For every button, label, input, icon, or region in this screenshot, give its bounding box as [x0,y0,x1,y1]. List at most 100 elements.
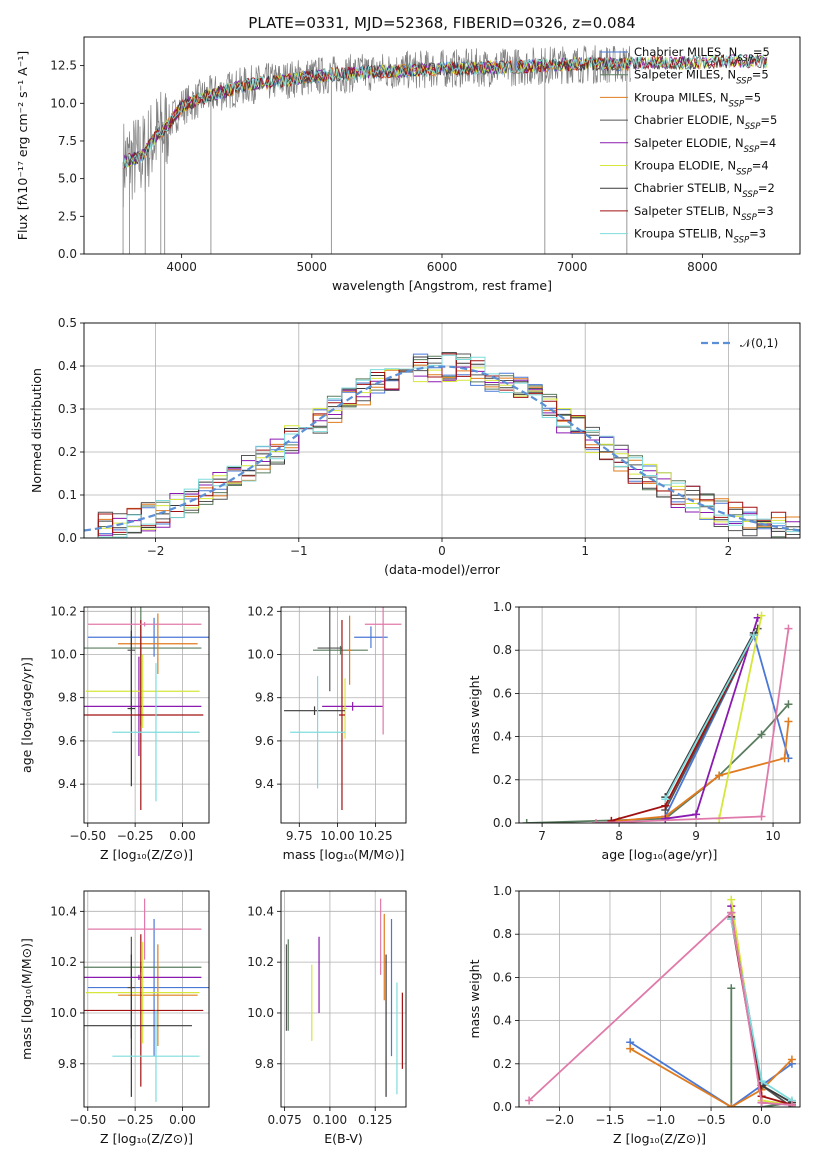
y-tick-label: 10.2 [247,955,274,969]
y-tick-label: 10.0 [50,96,77,110]
legend-entry: Kroupa STELIB, NSSP=3 [634,227,766,246]
chart-title: PLATE=0331, MJD=52368, FIBERID=0326, z=0… [248,14,635,32]
axes-frame [280,890,407,1108]
weight-marker [757,611,766,620]
axes-mass-vs-ebv: 0.075 0.100 0.125 9.8 10.0 10.2 10.4 E(B-V) [247,890,407,1146]
weight-marker [727,908,736,917]
x-tick-label: 10.25 [358,829,392,843]
axes-frame [83,322,801,539]
x-axis-label: age [log₁₀(age/yr)] [602,847,718,862]
weight-marker [780,754,789,763]
axes-mass-weight-vs-age: 7 8 9 10 0.0 0.2 0.4 0.6 0.8 1.0 age [log₁₀(age/yr… [467,600,801,862]
y-tick-label: 9.8 [58,691,77,705]
legend-entry: Chabrier STELIB, NSSP=2 [634,181,775,200]
y-tick-label: 0.5 [58,316,77,330]
y-tick-label: 0.4 [493,730,512,744]
y-axis-label: mass weight [467,675,482,754]
weight-marker [661,795,670,804]
y-tick-label: 9.6 [255,734,274,748]
x-tick-label: −2 [147,544,165,558]
x-tick-label: 9.75 [286,829,313,843]
y-axis-label: mass [log₁₀(M/M⊙)] [19,938,34,1060]
axes-frame [83,36,801,255]
y-tick-label: 1.0 [493,600,512,614]
y-axis-label: age [log₁₀(age/yr)] [19,657,34,773]
y-tick-label: 0.4 [493,1014,512,1028]
weight-line [526,703,790,823]
weight-line [664,634,755,800]
y-tick-label: 0.6 [493,686,512,700]
plot-area-mass-weight-vs-age [522,611,793,823]
x-tick-label: −0.25 [117,1113,154,1127]
y-tick-label: 0.0 [58,531,77,545]
weight-line [629,1047,793,1107]
x-tick-label: 6000 [427,260,458,274]
weight-marker [784,700,793,709]
weight-marker [757,812,766,821]
legend-entry: Salpeter MILES, NSSP=5 [634,68,769,87]
weight-marker [727,984,736,993]
x-axis-label: Z [log₁₀(Z/Z⊙)] [613,1131,706,1146]
weight-marker [607,816,616,823]
x-axis-label: wavelength [Angstrom, rest frame] [332,278,552,293]
weight-marker [692,810,701,819]
x-tick-label: −0.50 [69,1113,106,1127]
x-tick-label: 0.125 [358,1113,392,1127]
y-tick-label: 10.0 [247,1006,274,1020]
y-tick-label: 0.0 [58,247,77,261]
legend-entry: Kroupa ELODIE, NSSP=4 [634,159,769,178]
y-tick-label: 0.0 [493,1100,512,1114]
plot-area-residuals [84,352,800,538]
x-tick-label: 0.0 [752,1113,771,1127]
x-tick-label: 0.075 [267,1113,301,1127]
y-tick-label: 0.4 [58,359,77,373]
y-tick-label: 9.6 [58,734,77,748]
model-line [122,53,768,169]
y-tick-label: 0.6 [493,970,512,984]
weight-marker [715,771,724,780]
x-tick-label: 10.00 [320,829,354,843]
x-tick-label: 7 [538,829,546,843]
y-tick-label: 10.4 [247,904,274,918]
weight-line [718,615,763,819]
x-axis-label: mass [log₁₀(M/M⊙)] [283,847,405,862]
weight-marker [787,1055,796,1064]
x-tick-label: 1 [581,544,589,558]
axes-mass-vs-Z: −0.50 −0.25 0.00 9.8 10.0 10.2 10.4 Z [log₁₀(Z/… [19,890,210,1146]
x-tick-label: −1.0 [646,1113,675,1127]
x-tick-label: 10 [765,829,780,843]
y-tick-label: 9.4 [58,777,77,791]
y-tick-label: 5.0 [58,172,77,186]
legend-entry: Chabrier ELODIE, NSSP=5 [634,113,777,132]
x-tick-label: −0.25 [117,829,154,843]
weight-marker [661,814,670,823]
weight-marker [591,819,600,823]
y-tick-label: 2.5 [58,209,77,223]
axes-frame [518,606,801,824]
y-tick-label: 12.5 [50,59,77,73]
y-tick-label: 10.0 [247,648,274,662]
legend-entry: 𝒩(0,1) [740,336,778,350]
x-tick-label: 0.00 [169,1113,196,1127]
y-tick-label: 10.2 [247,604,274,618]
x-axis-label: E(B-V) [324,1131,363,1146]
axes-age-vs-Z: −0.50 −0.25 0.00 9.4 9.6 9.8 10.0 10.2 Z [log₁₀(… [19,604,210,862]
axes-frame [83,890,210,1108]
x-tick-label: 2 [725,544,733,558]
x-axis-label: Z [log₁₀(Z/Z⊙)] [100,847,193,862]
x-tick-label: 7000 [557,260,588,274]
weight-marker [784,717,793,726]
y-tick-label: 0.1 [58,488,77,502]
weight-marker [787,1100,796,1107]
axes-residuals: −2 −1 0 1 2 0.0 0.1 0.2 0.3 0.4 0.5 (data-model)/er… [29,316,801,577]
x-tick-label: 0.100 [313,1113,347,1127]
weight-marker [749,631,758,640]
y-tick-label: 10.0 [50,648,77,662]
weight-line [611,634,755,822]
axes-age-vs-mass: 9.75 10.00 10.25 9.4 9.6 9.8 10.0 10.2 mass [log… [247,604,407,862]
x-tick-label: 0 [438,544,446,558]
y-tick-label: 10.4 [50,904,77,918]
x-tick-label: −1 [290,544,308,558]
plot-area-mass-vs-Z [84,898,209,1102]
